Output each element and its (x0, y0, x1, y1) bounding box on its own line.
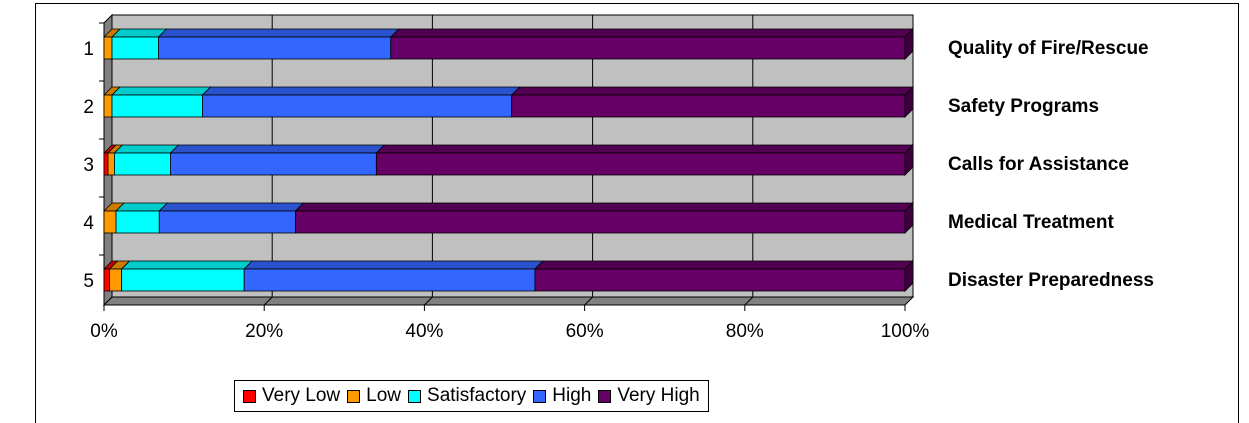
bar-segment (103, 36, 113, 60)
bar-segment-top (111, 86, 212, 96)
bar-segment (114, 152, 171, 176)
legend-label: Low (366, 385, 402, 406)
category-label: Medical Treatment (948, 212, 1114, 233)
legend-swatch (347, 389, 361, 403)
x-tick-label: 80% (726, 321, 764, 342)
bar-end (904, 28, 914, 60)
x-tick-label: 20% (245, 321, 283, 342)
bar-segment (158, 210, 296, 234)
category-label: Disaster Preparedness (948, 270, 1154, 291)
y-tick-label: 2 (83, 97, 94, 118)
gridline-floor (744, 296, 754, 306)
bar-segment (111, 94, 203, 118)
bar-segment (103, 152, 109, 176)
x-tick-label: 60% (566, 321, 604, 342)
x-tick-label: 100% (881, 321, 930, 342)
bar-segment-top (115, 202, 169, 212)
legend-label: Satisfactory (427, 385, 527, 406)
y-tick-label: 3 (83, 155, 94, 176)
y-tick-label: 4 (83, 213, 94, 234)
legend-item: Satisfactory (408, 385, 526, 407)
bar-segment-top (157, 28, 400, 38)
legend-item: High (533, 385, 591, 407)
bar-segment-top (169, 144, 386, 154)
bar-segment (103, 268, 111, 292)
bar-segment (243, 268, 536, 292)
category-label: Safety Programs (948, 96, 1099, 117)
legend-swatch (408, 389, 422, 403)
x-tick-label: 40% (405, 321, 443, 342)
bar-segment-top (201, 86, 521, 96)
bar-segment-top (111, 28, 168, 38)
legend-swatch (598, 389, 612, 403)
bar-segment (107, 152, 115, 176)
x-tick-label: 0% (90, 321, 118, 342)
bar-segment-top (243, 260, 544, 270)
bar-end (904, 86, 914, 118)
bar-segment-top (389, 28, 914, 38)
legend-label: Very Low (262, 385, 341, 406)
bar-segment (109, 268, 123, 292)
bar-end (904, 260, 914, 292)
bar-segment (375, 152, 906, 176)
bar-end (904, 202, 914, 234)
bar-end (904, 144, 914, 176)
bar-segment-top (113, 144, 180, 154)
legend-item: Low (347, 385, 401, 407)
gridline-floor (584, 296, 593, 306)
legend-swatch (243, 389, 256, 403)
legend-label: Very High (617, 385, 700, 406)
bar-segment (121, 268, 245, 292)
chart-area (35, 3, 1239, 423)
bar-segment (295, 210, 906, 234)
category-label: Quality of Fire/Rescue (948, 38, 1149, 59)
legend-item: Very Low (243, 385, 340, 407)
chart-legend: Very Low Low Satisfactory High Very High (234, 380, 709, 412)
y-tick-label: 5 (83, 271, 94, 292)
bar-segment (103, 94, 113, 118)
bar-segment-top (510, 86, 914, 96)
legend-label: High (552, 385, 592, 406)
gridline-floor (263, 296, 273, 306)
legend-item: Very High (598, 385, 700, 407)
floor (102, 296, 915, 306)
legend-swatch (533, 389, 547, 403)
bar-segment-top (533, 260, 914, 270)
bar-segment-top (120, 260, 254, 270)
gridline-floor (424, 296, 433, 306)
bar-segment (115, 210, 160, 234)
category-label: Calls for Assistance (948, 154, 1129, 175)
bar-segment (111, 36, 159, 60)
y-tick-label: 1 (83, 39, 94, 60)
bar-segment (390, 36, 906, 60)
bar-segment (158, 36, 392, 60)
bar-segment-top (375, 144, 914, 154)
bar-segment (534, 268, 906, 292)
bar-segment-top (294, 202, 914, 212)
bar-segment (103, 210, 117, 234)
bar-segment (202, 94, 513, 118)
bar-segment (170, 152, 377, 176)
bar-segment-top (158, 202, 305, 212)
bar-segment (511, 94, 906, 118)
